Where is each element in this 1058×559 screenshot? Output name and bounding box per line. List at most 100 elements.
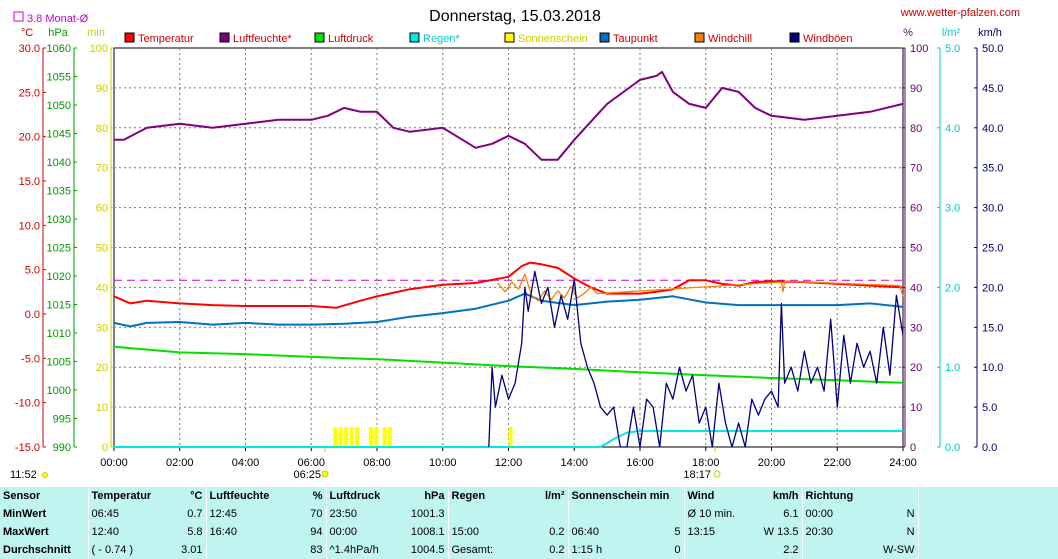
- left-axis-tick-label: 20.0: [19, 132, 40, 144]
- right-axis-tick-label: 30.0: [982, 203, 1003, 215]
- left-axis-tick-label: 30: [96, 322, 108, 334]
- legend-label: Luftdruck: [328, 33, 374, 45]
- watermark: www.wetter-pfalzen.com: [900, 7, 1020, 19]
- stats-cell: 06:45: [87, 505, 164, 523]
- stats-header-hum-unit: %: [312, 490, 323, 502]
- legend-swatch: [409, 32, 420, 43]
- left-axis-tick-label: 50: [96, 243, 108, 255]
- legend-swatch: [789, 32, 800, 43]
- right-axis-tick-label: 60: [910, 203, 922, 215]
- stats-cell: 70: [310, 508, 323, 520]
- right-axis-tick-label: 4.0: [945, 123, 960, 135]
- stats-cell: ( - 0.74 ): [87, 541, 164, 559]
- stats-cell: 12:45: [205, 505, 284, 523]
- x-tick-label: 02:00: [166, 457, 194, 469]
- legend-swatch: [599, 32, 610, 43]
- right-axis-tick-label: 45.0: [982, 83, 1003, 95]
- sunshine-bar: [349, 427, 354, 447]
- stats-cell: 6.1: [783, 508, 799, 520]
- right-axis-tick-label: 20.0: [982, 282, 1003, 294]
- right-axis-tick-label: 50.0: [982, 43, 1003, 55]
- x-tick-label: 10:00: [429, 457, 457, 469]
- stats-cell: [801, 541, 877, 559]
- plot-grid: [113, 47, 904, 448]
- stats-header-filler: [917, 487, 1058, 505]
- x-tick-label: 24:00: [889, 457, 917, 469]
- x-tick-label: 22:00: [823, 457, 851, 469]
- legend-label: Luftfeuchte*: [233, 33, 292, 45]
- stats-cell: 2.2: [783, 544, 799, 556]
- stats-cell: Gesamt:: [447, 541, 516, 559]
- left-axis-tick-label: 1015: [47, 300, 71, 312]
- left-axis-tick-label: 1020: [47, 271, 71, 283]
- x-tick-label: 18:00: [692, 457, 720, 469]
- left-axis-tick-label: 10.0: [19, 220, 40, 232]
- x-tick-label: 04:00: [232, 457, 260, 469]
- sunshine-bar: [374, 427, 379, 447]
- left-axis-tick-label: 1060: [47, 43, 71, 55]
- marker-left-label: 11:52: [10, 469, 37, 481]
- sunshine-bars: [333, 427, 513, 447]
- right-axis-tick-label: 15.0: [982, 322, 1003, 334]
- left-axis-tick-label: 30.0: [19, 43, 40, 55]
- right-axis-tick-label: 30: [910, 322, 922, 334]
- left-axis-tick-label: 995: [53, 414, 71, 426]
- stats-cell: 1004.5: [410, 544, 445, 556]
- stats-cell: 0.2: [549, 544, 565, 556]
- stats-cell: 12:40: [87, 523, 164, 541]
- left-axis-tick-label: 40: [96, 282, 108, 294]
- left-axis-tick-label: 25.0: [19, 87, 40, 99]
- right-axis-unit: km/h: [978, 27, 1002, 39]
- right-axis-tick-label: 40: [910, 282, 922, 294]
- stats-cell: 0.7: [187, 508, 203, 520]
- stats-cell: 1:15 h: [567, 541, 638, 559]
- left-axis-tick-label: 10: [96, 402, 108, 414]
- left-axis-tick-label: 1000: [47, 385, 71, 397]
- stats-cell: [683, 541, 759, 559]
- stats-header-rain-unit: l/m²: [544, 490, 565, 502]
- stats-header-sensor: Sensor: [3, 490, 41, 502]
- right-axis-tick-label: 40.0: [982, 123, 1003, 135]
- sunshine-bar: [382, 427, 387, 447]
- stats-header-row: Sensor Temperatur °C Luftfeuchte % Luftd…: [0, 487, 1058, 505]
- stats-header-sun: Sonnenschein min: [567, 487, 685, 505]
- right-axis-tick-label: 0: [910, 442, 916, 454]
- left-axis-tick-label: 1050: [47, 100, 71, 112]
- left-axis-tick-label: -5.0: [21, 353, 40, 365]
- left-axis-tick-label: 1025: [47, 243, 71, 255]
- right-axis-tick-label: 70: [910, 163, 922, 175]
- series-line-regen: [114, 430, 903, 448]
- sunshine-bar: [344, 427, 349, 447]
- sunshine-bar: [387, 427, 392, 447]
- series-lines: [113, 70, 904, 448]
- left-axis-tick-label: 90: [96, 83, 108, 95]
- sunshine-bar: [354, 427, 359, 447]
- axes: 00:00 02:00 04:00 06:00 08:00 10:00 12:00 14:00…: [15, 27, 1004, 469]
- stats-header-wind: Wind: [683, 487, 759, 505]
- stats-cell: 5: [674, 526, 681, 538]
- stats-header-hum: Luftfeuchte: [205, 487, 284, 505]
- stats-cell: 83: [310, 544, 323, 556]
- left-axis-tick-label: 100: [90, 43, 108, 55]
- left-axis-unit: °C: [21, 27, 33, 39]
- stats-row-label: MinWert: [3, 508, 47, 520]
- stats-header-press: Luftdruck: [325, 487, 400, 505]
- x-tick-label: 20:00: [758, 457, 786, 469]
- left-axis-tick-label: -10.0: [15, 398, 40, 410]
- legend-swatch: [219, 32, 230, 43]
- stats-table: Sensor Temperatur °C Luftfeuchte % Luftd…: [0, 487, 1058, 559]
- stats-row-label: MaxWert: [3, 526, 49, 538]
- stats-cell: N: [906, 508, 915, 520]
- left-axis-tick-label: 0: [102, 442, 108, 454]
- month-avg-label: 3.8 Monat-Ø: [27, 13, 89, 25]
- stats-cell: 16:40: [205, 523, 284, 541]
- month-avg-swatch: [13, 11, 24, 22]
- left-axis-unit: min: [87, 27, 105, 39]
- stats-cell: W-SW: [882, 544, 915, 556]
- left-axis-tick-label: 1045: [47, 129, 71, 141]
- stats-row-min: MinWert 06:45 0.7 12:45 70 23:50 1001.3 …: [0, 505, 1058, 523]
- stats-cell: 15:00: [447, 523, 516, 541]
- stats-cell: [516, 505, 568, 523]
- sunshine-bar: [338, 427, 343, 447]
- stats-header-dir-spacer: [876, 487, 918, 505]
